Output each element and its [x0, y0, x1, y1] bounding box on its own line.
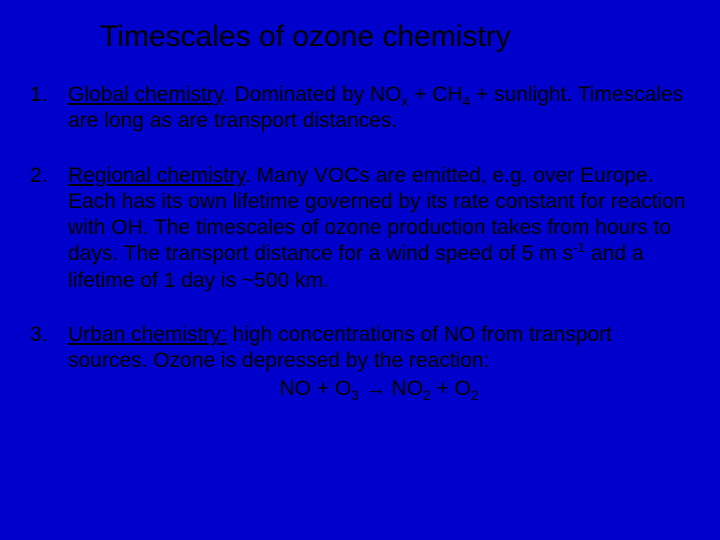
item-number: 3. [30, 322, 68, 403]
item-body: Global chemistry. Dominated by NOx + CH4… [68, 82, 690, 135]
subscript: 2 [471, 388, 479, 403]
item-heading: Regional chemistry [68, 164, 245, 187]
item-heading: Global chemistry [68, 83, 223, 106]
text: . Dominated by NO [223, 83, 402, 106]
item-number: 1. [30, 82, 68, 135]
reaction-equation: NO + O3 → NO2 + O2 [68, 376, 690, 402]
item-heading: Urban chemistry: [68, 323, 227, 346]
eq-term: NO [392, 377, 424, 400]
list-item-global: 1. Global chemistry. Dominated by NOx + … [30, 82, 690, 135]
eq-term: + O [431, 377, 471, 400]
slide: Timescales of ozone chemistry 1. Global … [0, 0, 720, 540]
item-body: Urban chemistry: high concentrations of … [68, 322, 690, 403]
numbered-list: 1. Global chemistry. Dominated by NOx + … [30, 82, 690, 403]
eq-term: NO + O [279, 377, 351, 400]
subscript: 3 [351, 388, 359, 403]
subscript: 4 [463, 94, 471, 109]
item-body: Regional chemistry. Many VOCs are emitte… [68, 163, 690, 294]
subscript: 2 [423, 388, 431, 403]
list-item-regional: 2. Regional chemistry. Many VOCs are emi… [30, 163, 690, 294]
eq-arrow: → [359, 377, 392, 400]
superscript: -1 [573, 240, 585, 255]
text: + CH [408, 83, 462, 106]
item-number: 2. [30, 163, 68, 294]
slide-title: Timescales of ozone chemistry [100, 20, 690, 54]
list-item-urban: 3. Urban chemistry: high concentrations … [30, 322, 690, 403]
